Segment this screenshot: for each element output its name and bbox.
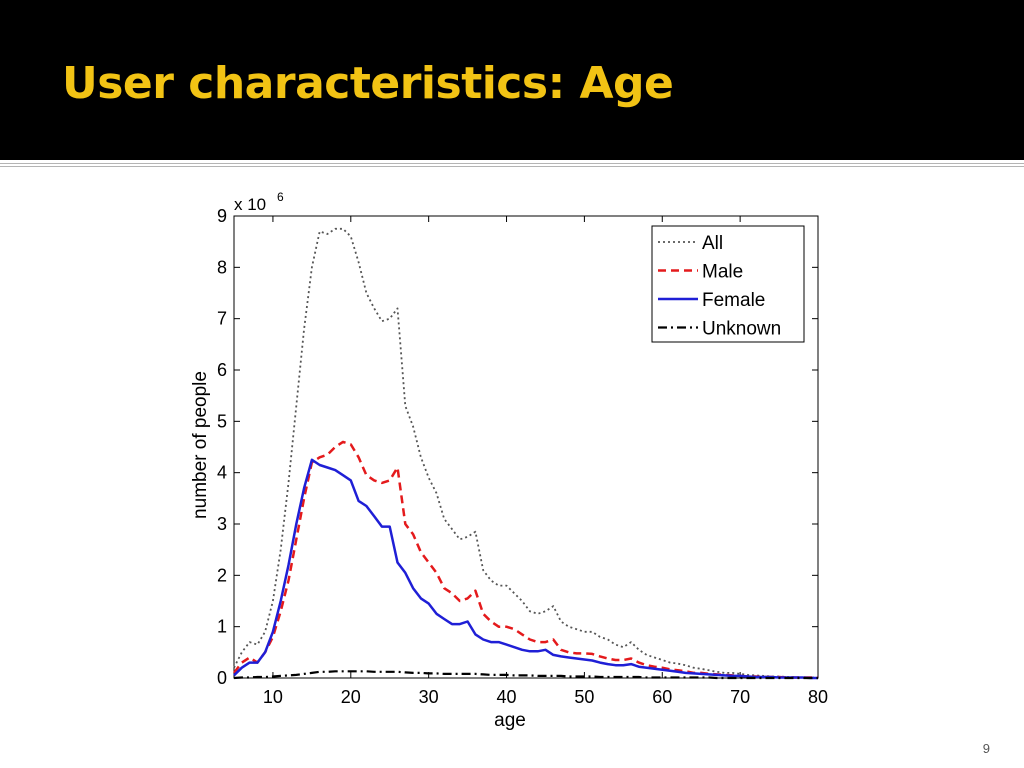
legend-label-unknown: Unknown bbox=[702, 319, 781, 340]
y-tick-label: 1 bbox=[217, 617, 227, 637]
y-axis-label: number of people bbox=[190, 371, 211, 519]
x-tick-label: 50 bbox=[574, 687, 594, 707]
x-tick-label: 30 bbox=[419, 687, 439, 707]
x-tick-label: 40 bbox=[497, 687, 517, 707]
slide-title: User characteristics: Age bbox=[62, 58, 674, 109]
legend-box bbox=[651, 225, 805, 343]
x-axis-label: age bbox=[494, 710, 526, 731]
y-tick-label: 7 bbox=[217, 309, 227, 329]
y-tick-label: 6 bbox=[217, 360, 227, 380]
legend-label-male: Male bbox=[702, 262, 743, 283]
series-line-all bbox=[233, 227, 818, 679]
y-tick-label: 0 bbox=[217, 668, 227, 688]
y-tick-label: 5 bbox=[217, 411, 227, 431]
series-line-unknown bbox=[233, 670, 818, 680]
y-tick-label: 8 bbox=[217, 257, 227, 277]
x-tick-label: 70 bbox=[730, 687, 750, 707]
x-tick-label: 60 bbox=[652, 687, 672, 707]
x-tick-label: 20 bbox=[341, 687, 361, 707]
series-line-female bbox=[233, 458, 818, 680]
x-tick-label: 80 bbox=[808, 687, 828, 707]
legend-label-female: Female bbox=[702, 290, 765, 311]
title-bar bbox=[0, 0, 1024, 160]
legend-label-all: All bbox=[702, 233, 723, 254]
y-tick-label: 3 bbox=[217, 514, 227, 534]
y-tick-label: 9 bbox=[217, 206, 227, 226]
y-tick-label: 4 bbox=[217, 463, 227, 483]
header-divider-2 bbox=[0, 166, 1024, 167]
header-divider bbox=[0, 163, 1024, 164]
y-axis-multiplier: x 10 bbox=[234, 195, 266, 214]
page-number: 9 bbox=[982, 741, 990, 756]
y-tick-label: 2 bbox=[217, 565, 227, 585]
x-tick-label: 10 bbox=[263, 687, 283, 707]
y-axis-multiplier-exponent: 6 bbox=[277, 190, 284, 204]
